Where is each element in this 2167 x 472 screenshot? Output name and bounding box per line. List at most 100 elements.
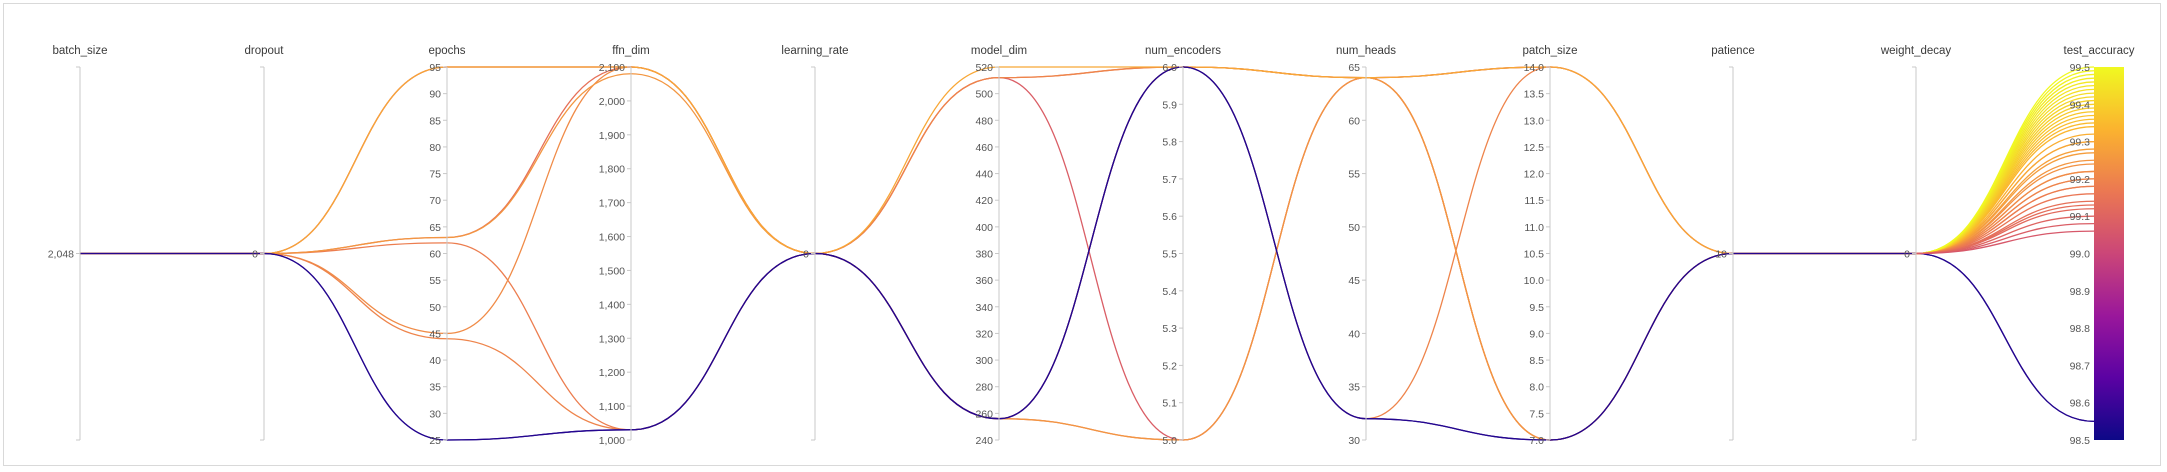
tick-label: 5.2 <box>1162 360 1177 372</box>
run-line[interactable] <box>1915 118 2095 255</box>
tick-label: 260 <box>975 408 993 420</box>
run-line[interactable] <box>80 66 2095 255</box>
tick-label: 5.5 <box>1162 249 1177 261</box>
run-line[interactable] <box>1915 230 2095 255</box>
tick-label: 360 <box>975 275 993 287</box>
run-line[interactable] <box>1915 140 2095 255</box>
tick-label: 0 <box>252 249 258 261</box>
axis-title-learning_rate: learning_rate <box>781 45 848 57</box>
tick-label: 460 <box>975 142 993 154</box>
tick-label: 1,400 <box>599 299 625 311</box>
tick-label: 99.0 <box>2070 249 2091 261</box>
tick-label: 99.4 <box>2070 99 2091 111</box>
tick-label: 55 <box>1348 169 1360 181</box>
run-line[interactable] <box>1915 114 2095 255</box>
axis-learning_rate[interactable]: learning_rate 0 <box>781 45 849 441</box>
axis-title-num_heads: num_heads <box>1336 45 1396 57</box>
tick-label: 2,048 <box>48 249 74 261</box>
chart-panel: batch_size 2,048 dropout 0 epochs 25 30 35 40 45 5… <box>3 3 2161 466</box>
run-line[interactable] <box>1915 66 2095 255</box>
axes: batch_size 2,048 dropout 0 epochs 25 30 35 40 45 5… <box>48 45 2135 447</box>
tick-label: 35 <box>1348 382 1360 394</box>
tick-label: 280 <box>975 382 993 394</box>
tick-label: 440 <box>975 169 993 181</box>
tick-label: 12.5 <box>1524 142 1545 154</box>
tick-label: 70 <box>429 195 441 207</box>
axis-title-model_dim: model_dim <box>971 45 1027 57</box>
axis-patch_size[interactable]: patch_size 7.0 7.5 8.0 8.5 9.0 9.5 10.0 10.5 11.0… <box>1523 45 1578 447</box>
tick-label: 5.4 <box>1162 286 1177 298</box>
axis-title-batch_size: batch_size <box>53 45 108 57</box>
axis-batch_size[interactable]: batch_size 2,048 <box>48 45 108 441</box>
tick-label: 55 <box>429 275 441 287</box>
axis-patience[interactable]: patience 10 <box>1711 45 1755 441</box>
tick-label: 520 <box>975 62 993 74</box>
tick-label: 1,500 <box>599 265 625 277</box>
tick-label: 85 <box>429 115 441 127</box>
tick-label: 12.0 <box>1524 169 1545 181</box>
tick-label: 45 <box>429 328 441 340</box>
tick-label: 90 <box>429 89 441 101</box>
tick-label: 65 <box>1348 62 1360 74</box>
axis-model_dim[interactable]: model_dim 240 260 280 300 320 340 360 380 400 420 4… <box>971 45 1027 447</box>
tick-label: 50 <box>429 302 441 314</box>
tick-label: 6.0 <box>1162 62 1177 74</box>
axis-test_accuracy[interactable]: test_accuracy 98.5 98.6 98.7 98.8 98.9 99.0 99.… <box>2064 45 2135 447</box>
axis-dropout[interactable]: dropout 0 <box>244 45 284 441</box>
tick-label: 11.5 <box>1524 195 1544 207</box>
tick-label: 1,300 <box>599 333 625 345</box>
parallel-coordinates-chart: batch_size 2,048 dropout 0 epochs 25 30 35 40 45 5… <box>48 45 2135 447</box>
axis-num_heads[interactable]: num_heads 30 35 40 45 50 55 60 65 <box>1336 45 1396 447</box>
tick-label: 13.0 <box>1524 115 1545 127</box>
tick-label: 35 <box>429 382 441 394</box>
tick-label: 400 <box>975 222 993 234</box>
tick-label: 1,000 <box>599 435 625 447</box>
tick-label: 1,600 <box>599 232 625 244</box>
tick-label: 8.5 <box>1529 355 1544 367</box>
tick-label: 2,100 <box>599 62 625 74</box>
tick-label: 60 <box>1348 115 1360 127</box>
tick-label: 420 <box>975 195 993 207</box>
tick-label: 14.0 <box>1524 62 1545 74</box>
axis-ffn_dim[interactable]: ffn_dim 1,000 1,100 1,200 1,300 1,400 1,500 1,6… <box>599 45 650 447</box>
tick-label: 340 <box>975 302 993 314</box>
tick-label: 98.5 <box>2070 435 2091 447</box>
tick-label: 0 <box>803 249 809 261</box>
tick-label: 5.8 <box>1162 137 1177 149</box>
run-line[interactable] <box>1915 215 2095 255</box>
tick-label: 5.6 <box>1162 211 1177 223</box>
tick-label: 1,200 <box>599 367 625 379</box>
axis-epochs[interactable]: epochs 25 30 35 40 45 50 55 60 65 70 75 80 85 90 95 <box>428 45 465 447</box>
tick-label: 5.7 <box>1162 174 1177 186</box>
tick-label: 2,000 <box>599 96 625 108</box>
tick-label: 11.0 <box>1524 222 1544 234</box>
axis-weight_decay[interactable]: weight_decay 0 <box>1880 45 1952 441</box>
run-line[interactable] <box>1915 133 2095 255</box>
tick-label: 99.1 <box>2070 211 2091 223</box>
tick-label: 45 <box>1348 275 1360 287</box>
tick-label: 1,700 <box>599 198 625 210</box>
axis-num_encoders[interactable]: num_encoders 5.0 5.1 5.2 5.3 5.4 5.5 5.6 5.7 5.8 5… <box>1145 45 1221 447</box>
tick-label: 60 <box>429 249 441 261</box>
run-line[interactable] <box>80 66 2095 431</box>
tick-label: 40 <box>429 355 441 367</box>
axis-title-test_accuracy: test_accuracy <box>2064 45 2135 57</box>
tick-label: 300 <box>975 355 993 367</box>
run-line[interactable] <box>80 66 2095 441</box>
tick-label: 95 <box>429 62 441 74</box>
tick-label: 80 <box>429 142 441 154</box>
tick-label: 99.3 <box>2070 137 2091 149</box>
tick-label: 13.5 <box>1524 89 1545 101</box>
tick-label: 1,900 <box>599 130 625 142</box>
tick-label: 9.5 <box>1529 302 1544 314</box>
axis-title-weight_decay: weight_decay <box>1880 45 1952 57</box>
tick-label: 98.7 <box>2070 360 2091 372</box>
tick-label: 7.5 <box>1529 408 1544 420</box>
tick-label: 40 <box>1348 328 1360 340</box>
tick-label: 240 <box>975 435 993 447</box>
tick-label: 1,800 <box>599 164 625 176</box>
tick-label: 5.1 <box>1162 398 1177 410</box>
tick-label: 30 <box>1348 435 1360 447</box>
run-line[interactable] <box>1915 85 2095 255</box>
tick-label: 380 <box>975 249 993 261</box>
